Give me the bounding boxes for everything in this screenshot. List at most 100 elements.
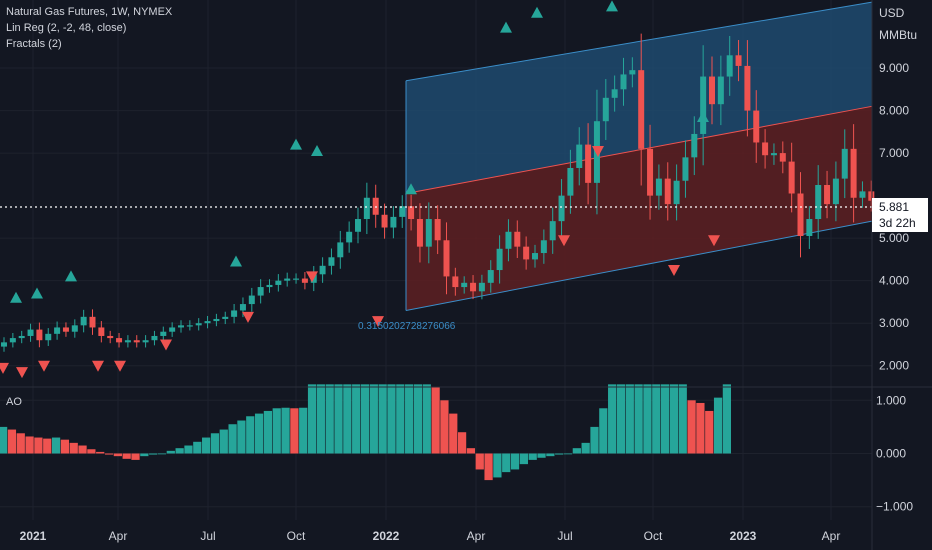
candle-body [390,216,397,228]
ao-bar [502,453,511,473]
candle-body [9,338,16,343]
candle-body [346,231,353,243]
ao-axis[interactable]: 1.000 0.000 −1.000 [876,393,913,513]
candle-body [416,219,423,247]
candle-body [381,214,388,228]
fractal-up-marker [290,138,302,150]
price-axis[interactable]: 9.000 8.000 7.000 5.000 4.000 3.000 2.000 [879,61,909,373]
candle-body [770,153,777,156]
ao-bar [299,407,308,454]
ao-bar [696,402,705,454]
ao-bar [581,442,590,454]
ao-bar [290,408,299,454]
ao-bar [537,453,546,458]
candle-body [655,178,662,196]
candle-body [788,161,795,194]
legend-linreg[interactable]: Lin Reg (2, -2, 48, close) [6,22,127,34]
channel-upper-line [405,1,873,82]
candle-body [514,231,521,247]
candle-body [45,333,52,341]
ao-bar [713,397,723,454]
candle-body [160,331,167,336]
ao-bar [140,453,149,457]
candle-body [293,278,300,280]
ao-bar [369,384,378,454]
candle-body [372,197,379,215]
ao-bar [149,453,158,455]
candle-body [549,221,556,241]
candle-body [71,325,78,332]
candle-body [859,191,866,198]
axis-unit[interactable]: MMBtu [879,28,918,42]
candle-body [124,340,131,343]
ao-bar [25,436,34,454]
candle-body [779,153,786,162]
candle-body [231,310,238,317]
ao-bar [166,450,175,454]
ao-tick-label: −1.000 [876,500,913,514]
ao-bar [625,384,634,454]
fractal-up-marker [311,144,323,156]
candle-body [567,167,574,196]
candle-body [841,148,848,179]
ao-bar [51,437,61,454]
candle-body [408,206,415,220]
ao-pane-label[interactable]: AO [6,396,22,408]
last-price-value: 5.881 [879,200,910,214]
time-axis[interactable]: 2021 Apr Jul Oct 2022 Apr Jul Oct 2023 Apr [20,529,841,543]
candle-body [540,240,547,254]
candle-body [478,282,485,292]
fractal-up-marker [65,270,77,282]
time-tick-label: Apr [467,529,486,543]
ao-bar [405,384,414,454]
price-tick-label: 5.000 [879,231,909,245]
candle-body [27,329,34,336]
candle-body [558,195,565,222]
ao-bar [272,408,281,454]
ao-bar [87,449,96,454]
candle-body [647,148,654,196]
ao-bar [157,453,167,455]
candle-body [186,325,193,327]
fractal-down-marker [372,316,384,328]
candle-body [735,55,742,66]
time-tick-label: Oct [287,529,306,543]
ao-bar [652,384,661,454]
fractal-up-marker [606,0,618,12]
fractal-down-marker [16,367,28,379]
candle-body [487,270,494,283]
candle-body [434,219,441,241]
time-tick-label: Oct [644,529,663,543]
ao-bar [660,384,670,454]
candle-body [700,76,707,134]
candle-body [806,219,813,237]
candle-body [275,280,282,285]
price-tick-label: 8.000 [879,104,909,118]
ao-bar [546,453,555,457]
ao-bar [184,445,193,454]
candle-body [301,278,308,283]
ao-bar [572,448,581,454]
ao-bar [228,424,237,454]
candle-body [399,206,406,217]
price-tick-label: 3.000 [879,316,909,330]
ao-bar [43,438,52,454]
ao-bar [352,384,361,454]
candle-body [664,178,671,205]
candle-body [629,70,636,75]
ao-bar [325,384,334,454]
legend-symbol[interactable]: Natural Gas Futures, 1W, NYMEX [6,6,173,18]
fractal-down-marker [38,360,50,372]
candle-body [169,327,176,332]
axis-currency[interactable]: USD [879,6,905,20]
legend-fractals[interactable]: Fractals (2) [6,38,62,50]
fractal-up-marker [697,110,709,122]
candle-body [425,219,432,247]
ao-bar [360,384,370,454]
ao-bar [263,410,273,454]
candle-body [248,295,255,305]
ao-bar [590,426,599,454]
fractal-down-marker [160,339,172,351]
candle-body [797,193,804,237]
